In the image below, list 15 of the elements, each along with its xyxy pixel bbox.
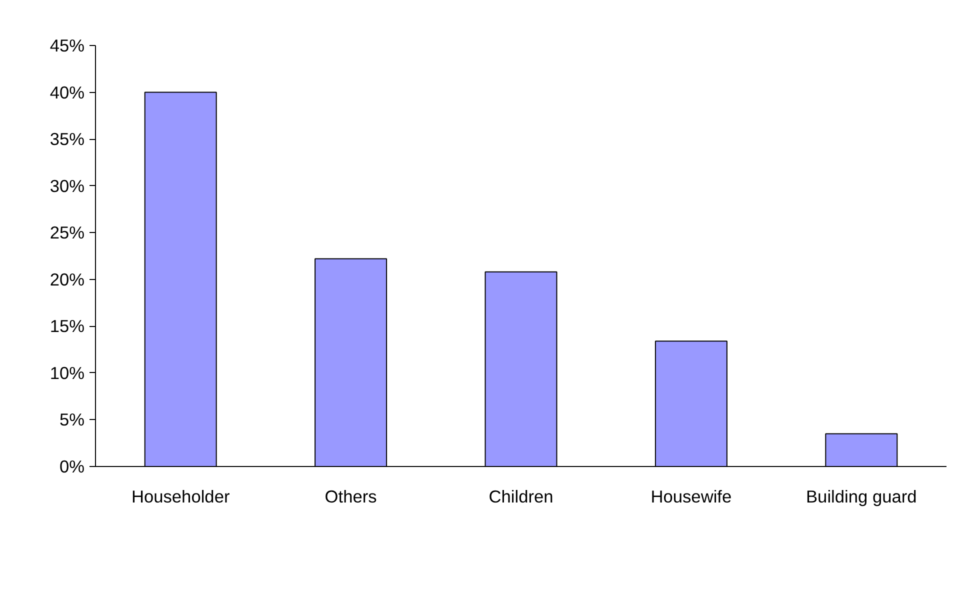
x-tick-label: Children (488, 486, 554, 506)
y-tick-label: 25% (50, 222, 85, 243)
x-tick-label: Others (324, 486, 378, 506)
x-tick-label: Householder (131, 486, 230, 506)
y-tick-label: 5% (59, 410, 84, 430)
y-tick-label: 15% (50, 316, 85, 336)
y-tick-label: 0% (59, 456, 84, 476)
y-tick-label: 20% (50, 269, 85, 290)
y-tick-label: 10% (50, 362, 85, 383)
y-tick-label: 45% (50, 36, 85, 56)
y-tick-label: 35% (50, 129, 85, 150)
x-tick-label: Building guard (806, 486, 917, 506)
x-tick-label: Housewife (650, 486, 732, 506)
y-tick-label: 40% (50, 82, 85, 102)
y-tick-label: 30% (50, 176, 85, 196)
